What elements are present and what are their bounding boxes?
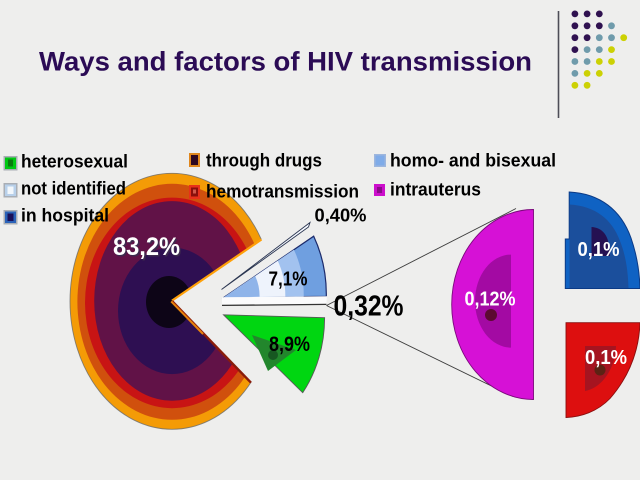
svg-text:in hospital: in hospital	[21, 206, 109, 226]
svg-text:7,1%: 7,1%	[269, 269, 308, 291]
svg-text:through drugs: through drugs	[206, 151, 322, 171]
svg-text:0,40%: 0,40%	[315, 206, 367, 226]
svg-text:not identified: not identified	[21, 179, 126, 199]
svg-text:0,1%: 0,1%	[578, 239, 620, 261]
svg-text:8,9%: 8,9%	[269, 333, 310, 356]
svg-text:homo- and bisexual: homo- and bisexual	[390, 151, 556, 171]
svg-text:0,12%: 0,12%	[465, 289, 516, 311]
svg-text:83,2%: 83,2%	[113, 233, 180, 261]
svg-text:hemotransmission: hemotransmission	[206, 182, 359, 202]
svg-text:0,1%: 0,1%	[585, 347, 627, 369]
svg-text:heterosexual: heterosexual	[21, 152, 128, 172]
svg-text:Ways and factors of HIV transm: Ways and factors of HIV transmission	[39, 47, 532, 77]
svg-text:intrauterus: intrauterus	[390, 180, 481, 200]
svg-text:0,32%: 0,32%	[334, 291, 404, 323]
